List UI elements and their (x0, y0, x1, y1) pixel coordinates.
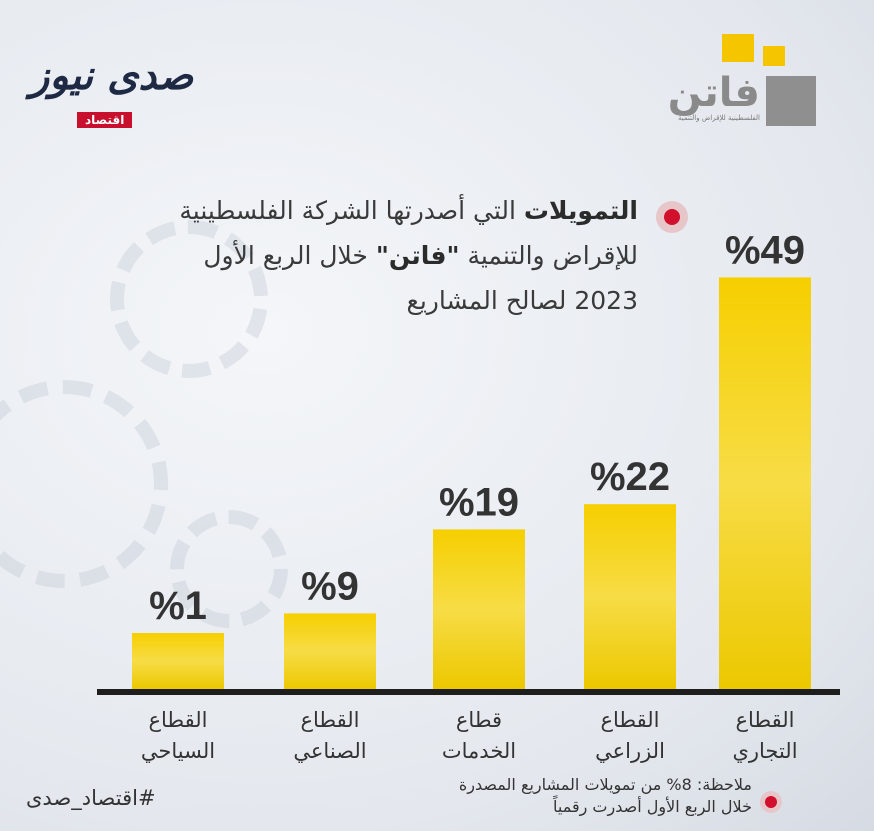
category-label: الزراعي (595, 739, 665, 763)
bar-value-label: %19 (439, 480, 519, 524)
category-label: التجاري (732, 739, 797, 763)
note-line2: خلال الربع الأول أصدرت رقمياً (553, 797, 752, 816)
bar-3 (433, 529, 525, 689)
category-label: القطاع (735, 708, 794, 732)
bar-4 (584, 504, 676, 689)
category-label: القطاع (148, 708, 207, 732)
title-line2-bold: "فاتن" (375, 241, 460, 270)
note: ملاحظة: 8% من تمويلات المشاريع المصدرة خ… (392, 774, 752, 818)
chart-title: التمويلات التي أصدرتها الشركة الفلسطينية… (78, 188, 638, 323)
category-label: القطاع (300, 708, 359, 732)
title-line2-pre: للإقراض والتنمية (459, 241, 638, 270)
faten-logo-square (763, 46, 785, 66)
bar-value-label: %1 (149, 584, 207, 628)
bar-value-label: %49 (725, 228, 805, 272)
bar-value-label: %22 (590, 455, 670, 499)
note-bullet-icon (760, 791, 782, 813)
title-line3: 2023 لصالح المشاريع (406, 286, 638, 315)
category-label: السياحي (141, 739, 215, 763)
bar-2 (284, 613, 376, 689)
category-label: قطاع (456, 708, 502, 732)
title-bold: التمويلات (523, 196, 638, 225)
bar-value-label: %9 (301, 564, 359, 608)
faten-logo-square (766, 76, 816, 126)
bar-5 (719, 277, 811, 689)
title-line2-post: خلال الربع الأول (203, 241, 376, 270)
bar-1 (132, 633, 224, 689)
sada-news-logo: صدى نيوز (30, 52, 194, 99)
sada-economy-badge: اقتصاد (77, 112, 133, 128)
title-bullet-icon (656, 201, 688, 233)
faten-logo-tagline: الفلسطينية للإقراض والتنمية (678, 114, 760, 122)
category-label: القطاع (600, 708, 659, 732)
bars-group: %1 القطاع السياحي %9 القطاع الصناعي %19 قطاع الخ… (132, 228, 811, 763)
hashtag: #اقتصاد_صدى (26, 786, 156, 810)
note-line1: ملاحظة: 8% من تمويلات المشاريع المصدرة (458, 775, 752, 794)
category-label: الصناعي (293, 739, 366, 763)
category-label: الخدمات (442, 739, 516, 763)
faten-logo-name: فاتن (667, 70, 760, 116)
title-line1: التي أصدرتها الشركة الفلسطينية (179, 196, 524, 225)
faten-logo-square (722, 34, 754, 62)
